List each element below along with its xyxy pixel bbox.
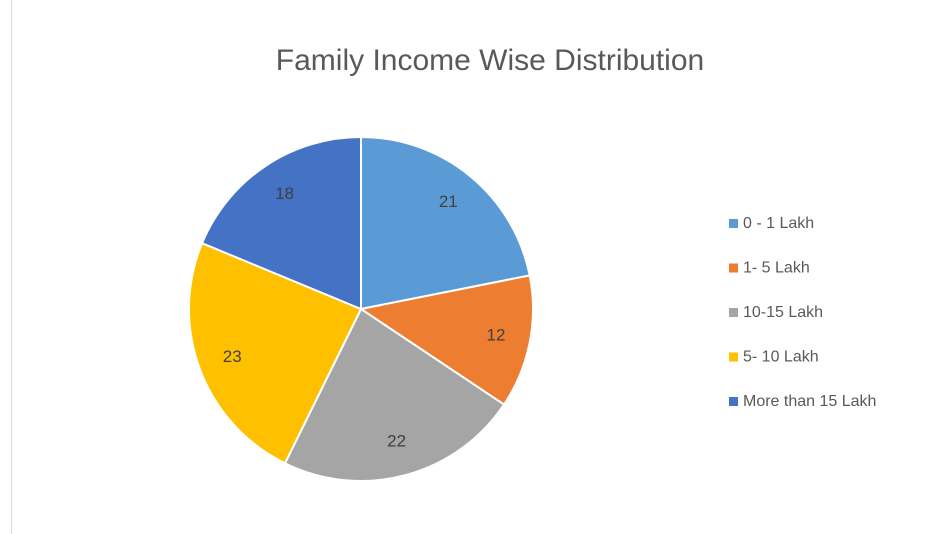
pie-slice (200, 135, 362, 311)
data-label: 22 (387, 431, 406, 450)
legend-label: 5- 10 Lakh (743, 349, 819, 366)
legend-label: 10-15 Lakh (743, 304, 823, 321)
legend-swatch (729, 263, 738, 273)
data-label: 12 (486, 325, 505, 344)
data-label: 18 (275, 184, 294, 203)
pie-slice (283, 307, 506, 482)
pie-slice (188, 241, 363, 465)
legend-swatch (729, 352, 738, 362)
legend-label: 0 - 1 Lakh (743, 215, 814, 232)
pie-slice (360, 135, 531, 311)
legend-swatch (729, 308, 738, 317)
data-label: 21 (439, 192, 458, 211)
chart-title: Family Income Wise Distribution (276, 44, 704, 77)
data-label: 23 (223, 347, 242, 366)
legend-swatch (729, 219, 738, 228)
legend-label: 1- 5 Lakh (743, 260, 810, 277)
legend-swatch (729, 397, 738, 406)
legend-label: More than 15 Lakh (743, 393, 876, 410)
pie-slice (358, 274, 534, 406)
